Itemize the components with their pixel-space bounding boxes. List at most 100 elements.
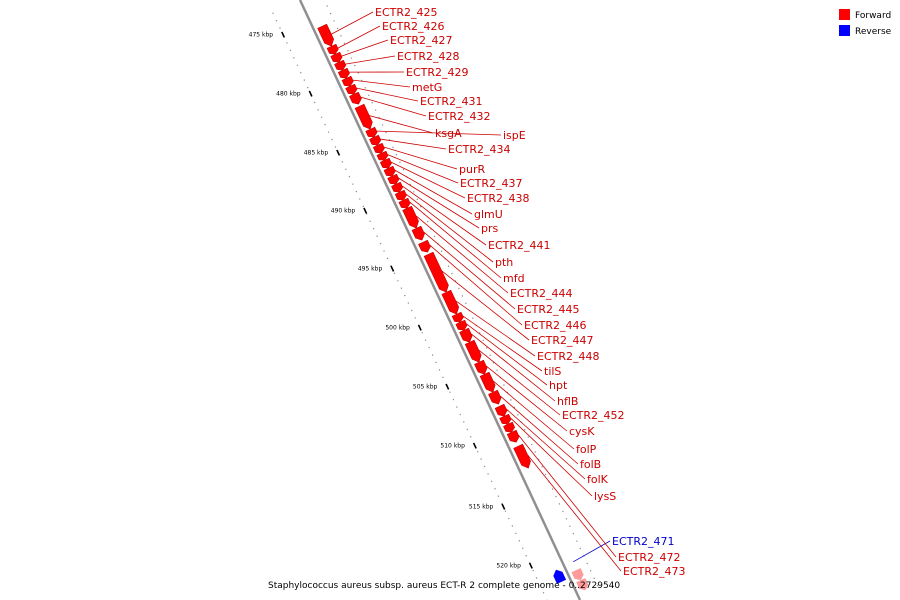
gene-feature-forward[interactable] bbox=[464, 339, 482, 363]
scale-tick-mark bbox=[281, 31, 286, 38]
gene-feature-forward[interactable] bbox=[494, 403, 508, 417]
label-leader-line bbox=[527, 454, 622, 572]
gene-label[interactable]: ispE bbox=[503, 129, 526, 142]
label-leader-line bbox=[345, 55, 396, 65]
label-leader-line bbox=[405, 193, 494, 263]
gene-feature-forward[interactable] bbox=[372, 142, 385, 154]
gene-feature-forward[interactable] bbox=[334, 59, 347, 71]
gene-feature-forward[interactable] bbox=[391, 181, 404, 193]
gene-label[interactable]: hflB bbox=[557, 395, 578, 408]
gene-feature-forward[interactable] bbox=[317, 23, 334, 47]
scale-ticks: 475 kbp 480 kbp 485 kbp 490 kbp 495 kbp 500 k… bbox=[249, 31, 533, 570]
gene-feature-forward[interactable] bbox=[474, 359, 488, 375]
scale-tick-mark bbox=[472, 442, 477, 449]
gene-feature-forward[interactable] bbox=[459, 327, 473, 343]
gene-label[interactable]: purR bbox=[459, 163, 485, 176]
gene-feature-forward[interactable] bbox=[418, 239, 431, 253]
gene-label[interactable]: ECTR2_445 bbox=[517, 303, 580, 316]
label-leader-line bbox=[352, 79, 411, 88]
gene-label[interactable]: folP bbox=[576, 443, 597, 456]
gene-label[interactable]: ECTR2_434 bbox=[448, 143, 511, 156]
gene-label[interactable]: prs bbox=[481, 222, 499, 235]
label-leader-line bbox=[369, 115, 434, 134]
gene-label[interactable]: ECTR2_471 bbox=[612, 535, 675, 548]
gene-label[interactable]: glmU bbox=[474, 208, 503, 221]
scale-tick-label: 505 kbp bbox=[413, 384, 438, 391]
gene-label[interactable]: pth bbox=[495, 256, 513, 269]
gene-label[interactable]: ECTR2_448 bbox=[537, 350, 600, 363]
gene-feature-forward[interactable] bbox=[330, 51, 343, 63]
gene-label[interactable]: ECTR2_432 bbox=[428, 110, 491, 123]
gene-feature-forward[interactable] bbox=[503, 421, 516, 433]
gene-feature-forward[interactable] bbox=[398, 197, 411, 209]
gene-label[interactable]: folK bbox=[587, 473, 609, 486]
label-leader-line bbox=[455, 300, 536, 357]
label-leader-line bbox=[416, 215, 509, 294]
gene-label[interactable]: metG bbox=[412, 81, 442, 94]
gene-feature-forward[interactable] bbox=[423, 251, 449, 293]
gene-label[interactable]: ECTR2_425 bbox=[375, 6, 438, 19]
gene-feature-forward[interactable] bbox=[455, 319, 468, 331]
gene-feature-forward[interactable] bbox=[376, 150, 389, 161]
gene-feature-forward[interactable] bbox=[441, 289, 460, 315]
scale-tick-label: 495 kbp bbox=[358, 266, 383, 273]
gene-label[interactable]: mfd bbox=[503, 272, 525, 285]
label-leader-line bbox=[506, 408, 586, 480]
gene-feature-forward[interactable] bbox=[379, 157, 392, 169]
gene-feature-forward-faded[interactable] bbox=[571, 568, 584, 581]
gene-label[interactable]: ECTR2_441 bbox=[488, 239, 551, 252]
label-leader-line bbox=[500, 395, 579, 465]
gene-feature-forward[interactable] bbox=[506, 429, 520, 443]
gene-label[interactable]: ECTR2_429 bbox=[406, 66, 469, 79]
gene-feature-forward[interactable] bbox=[383, 165, 396, 177]
gene-feature-forward[interactable] bbox=[394, 189, 407, 201]
gene-label[interactable]: hpt bbox=[549, 379, 568, 392]
gene-label[interactable]: ECTR2_438 bbox=[467, 192, 530, 205]
gene-label[interactable]: ECTR2_437 bbox=[460, 177, 523, 190]
gene-label[interactable]: folB bbox=[580, 458, 601, 471]
gene-label[interactable]: ECTR2_447 bbox=[531, 334, 594, 347]
scale-tick-label: 490 kbp bbox=[331, 208, 356, 215]
label-leader-line bbox=[331, 11, 374, 35]
gene-feature-forward[interactable] bbox=[326, 43, 339, 55]
gene-feature-forward[interactable] bbox=[354, 103, 373, 130]
legend: Forward Reverse bbox=[839, 9, 892, 37]
gene-feature-forward[interactable] bbox=[488, 389, 502, 405]
gene-feature-reverse[interactable] bbox=[553, 569, 567, 584]
gene-feature-forward[interactable] bbox=[365, 126, 378, 138]
label-leader-line bbox=[493, 380, 575, 450]
label-leader-line bbox=[394, 169, 473, 215]
gene-feature-forward[interactable] bbox=[411, 225, 425, 241]
gene-feature-forward[interactable] bbox=[387, 173, 400, 185]
gene-feature-forward[interactable] bbox=[499, 413, 512, 425]
gene-feature-forward[interactable] bbox=[369, 134, 382, 146]
gene-feature-forward[interactable] bbox=[337, 67, 350, 79]
gene-feature-forward[interactable] bbox=[349, 91, 362, 105]
gene-label[interactable]: ECTR2_446 bbox=[524, 319, 587, 332]
gene-feature-forward[interactable] bbox=[402, 205, 419, 229]
gene-feature-forward[interactable] bbox=[345, 83, 358, 95]
scale-tick-mark bbox=[501, 503, 506, 510]
gene-label[interactable]: ECTR2_428 bbox=[397, 50, 460, 63]
scale-tick-label: 475 kbp bbox=[249, 32, 274, 39]
gene-feature-forward[interactable] bbox=[513, 443, 531, 469]
gene-label[interactable]: ksgA bbox=[435, 127, 462, 140]
gene-label[interactable]: ECTR2_473 bbox=[623, 565, 686, 578]
gene-label[interactable]: ECTR2_472 bbox=[618, 551, 681, 564]
map-caption: Staphylococcus aureus subsp. aureus ECT-… bbox=[268, 581, 620, 591]
gene-label[interactable]: ECTR2_426 bbox=[382, 20, 445, 33]
gene-label[interactable]: ECTR2_452 bbox=[562, 409, 625, 422]
gene-label[interactable]: ECTR2_427 bbox=[390, 34, 453, 47]
gene-label[interactable]: lysS bbox=[594, 490, 616, 503]
gene-label[interactable]: ECTR2_431 bbox=[420, 95, 483, 108]
gene-label[interactable]: tilS bbox=[544, 365, 561, 378]
gene-label[interactable]: cysK bbox=[569, 425, 595, 438]
gene-feature-forward[interactable] bbox=[451, 311, 464, 323]
gene-feature-forward-faded[interactable] bbox=[576, 578, 589, 591]
label-leader-line bbox=[402, 185, 487, 246]
label-leader-line bbox=[337, 25, 381, 49]
gene-feature-forward[interactable] bbox=[479, 371, 496, 393]
gene-label[interactable]: ECTR2_444 bbox=[510, 287, 573, 300]
gene-feature-forward[interactable] bbox=[341, 75, 354, 87]
